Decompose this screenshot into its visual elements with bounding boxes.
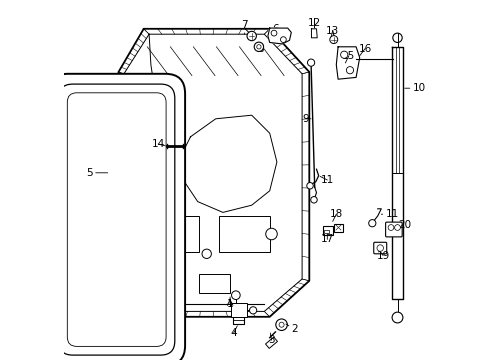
Bar xyxy=(322,226,332,235)
Circle shape xyxy=(329,36,337,44)
Text: 6: 6 xyxy=(267,24,278,38)
Text: 7: 7 xyxy=(241,20,247,34)
Circle shape xyxy=(202,249,211,258)
Bar xyxy=(324,230,329,233)
Circle shape xyxy=(254,42,263,51)
FancyBboxPatch shape xyxy=(219,216,269,252)
FancyBboxPatch shape xyxy=(385,222,401,237)
Bar xyxy=(265,337,277,348)
Text: 4: 4 xyxy=(230,326,237,338)
Circle shape xyxy=(376,245,383,251)
Circle shape xyxy=(256,45,261,49)
Circle shape xyxy=(231,291,240,300)
Circle shape xyxy=(270,30,276,36)
Polygon shape xyxy=(311,29,317,38)
Text: 3: 3 xyxy=(267,333,274,345)
Circle shape xyxy=(391,312,402,323)
Circle shape xyxy=(394,225,400,230)
Text: 11: 11 xyxy=(381,209,398,219)
Circle shape xyxy=(265,228,277,240)
Polygon shape xyxy=(179,115,276,212)
Circle shape xyxy=(387,225,393,230)
Circle shape xyxy=(346,67,353,74)
Text: 13: 13 xyxy=(325,26,339,38)
Text: 17: 17 xyxy=(320,232,333,244)
Polygon shape xyxy=(267,28,291,44)
Text: 9: 9 xyxy=(302,114,310,124)
Text: 14: 14 xyxy=(151,139,165,149)
Text: 10: 10 xyxy=(404,83,425,93)
Circle shape xyxy=(306,183,313,189)
Text: 2: 2 xyxy=(285,324,298,334)
Circle shape xyxy=(340,51,347,58)
Text: 5: 5 xyxy=(86,168,107,178)
Circle shape xyxy=(392,33,401,42)
Bar xyxy=(230,303,246,317)
Circle shape xyxy=(310,197,317,203)
Text: 12: 12 xyxy=(307,18,321,32)
FancyBboxPatch shape xyxy=(373,242,386,254)
Circle shape xyxy=(368,220,375,227)
Circle shape xyxy=(249,307,256,314)
Bar xyxy=(333,224,343,232)
Text: 1: 1 xyxy=(226,297,233,309)
Circle shape xyxy=(279,322,284,327)
Text: 8: 8 xyxy=(257,44,264,54)
Text: 16: 16 xyxy=(358,44,371,56)
Text: 19: 19 xyxy=(376,250,389,261)
FancyBboxPatch shape xyxy=(152,216,199,252)
Text: 20: 20 xyxy=(391,220,410,230)
Circle shape xyxy=(275,319,287,330)
Circle shape xyxy=(246,31,256,41)
Text: 18: 18 xyxy=(329,209,342,221)
Polygon shape xyxy=(336,47,359,79)
Circle shape xyxy=(307,59,314,66)
FancyBboxPatch shape xyxy=(48,74,185,360)
Bar xyxy=(199,274,230,293)
Circle shape xyxy=(172,228,183,240)
Circle shape xyxy=(280,37,285,42)
FancyBboxPatch shape xyxy=(59,84,174,355)
Text: 15: 15 xyxy=(342,51,355,63)
Text: 11: 11 xyxy=(320,175,333,185)
FancyBboxPatch shape xyxy=(67,93,166,346)
